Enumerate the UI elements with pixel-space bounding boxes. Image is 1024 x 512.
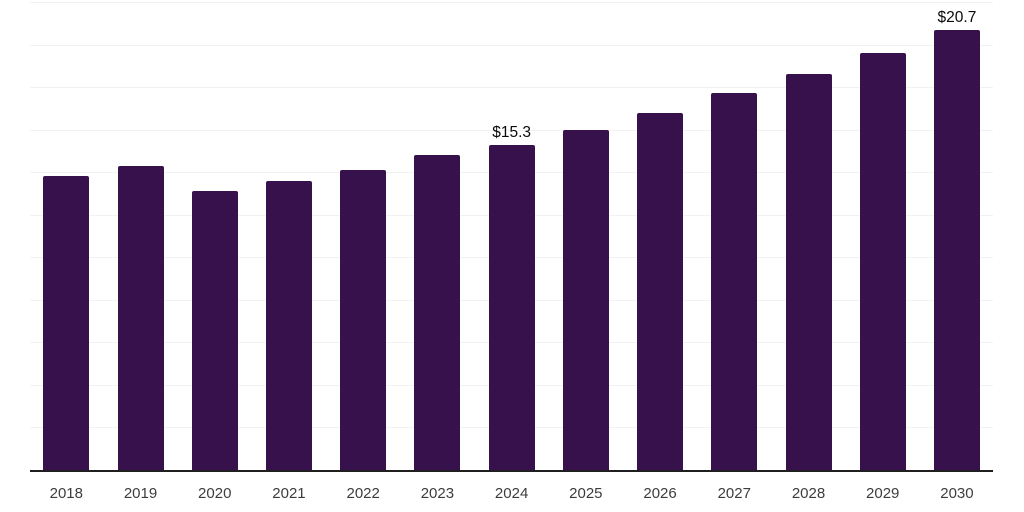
bar-2026 [637,112,684,470]
x-tick-2025: 2025 [569,485,603,502]
bar-2020 [191,191,238,470]
gridline [30,87,993,89]
bar-2018 [43,176,90,470]
x-tick-2027: 2027 [717,485,751,502]
bar-value-label-2030: $20.7 [937,8,977,26]
bar-value-label-2024: $15.3 [492,123,532,141]
x-tick-2020: 2020 [198,485,232,502]
x-tick-2021: 2021 [272,485,306,502]
x-tick-2018: 2018 [49,485,83,502]
x-axis-labels: 2018 2019 2020 2021 2022 2023 2024 2025 2026 2027… [30,484,993,506]
x-axis-line [30,470,993,472]
bar-2027 [711,93,758,470]
x-tick-2030: 2030 [940,485,974,502]
bar-2024: $15.3 [488,124,535,470]
gridline [30,44,993,46]
bar-2025 [562,129,609,470]
x-tick-2026: 2026 [643,485,677,502]
bar-2029 [859,53,906,470]
bar-2030: $20.7 [933,9,980,470]
bar-2028 [785,74,832,470]
bar-2021 [265,180,312,470]
x-tick-2023: 2023 [420,485,455,502]
x-tick-2022: 2022 [346,485,380,502]
bar-2022 [340,170,387,470]
x-tick-2024: 2024 [494,485,529,502]
x-tick-2019: 2019 [123,485,158,502]
bar-2023 [414,155,461,470]
x-tick-2028: 2028 [791,485,826,502]
x-tick-2029: 2029 [866,485,900,502]
gridline [30,129,993,131]
bar-2019 [117,165,164,470]
gridline [30,2,993,3]
plot-area: $15.3 $20.7 [30,2,993,470]
